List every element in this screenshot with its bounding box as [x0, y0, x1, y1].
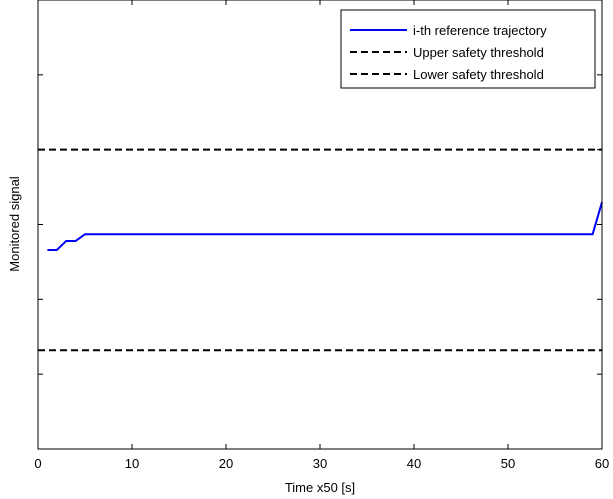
series-line-0: [47, 201, 603, 251]
legend-label-lower: Lower safety threshold: [413, 67, 544, 82]
y-axis-label: Monitored signal: [7, 176, 22, 271]
legend-label-reference: i-th reference trajectory: [413, 23, 547, 38]
series-layer: [38, 148, 603, 352]
x-tick-label: 10: [125, 456, 139, 471]
tick-label-layer: 0 10 20 30 40 50 60: [34, 456, 609, 471]
tick-layer: [37, 0, 603, 449]
x-tick-label: 0: [34, 456, 41, 471]
x-tick-label: 60: [595, 456, 609, 471]
x-tick-label: 20: [219, 456, 233, 471]
x-tick-label: 40: [407, 456, 421, 471]
x-axis-label: Time x50 [s]: [285, 480, 355, 495]
x-tick-label: 30: [313, 456, 327, 471]
legend: i-th reference trajectory Upper safety t…: [340, 9, 596, 89]
legend-label-upper: Upper safety threshold: [413, 45, 544, 60]
x-tick-label: 50: [501, 456, 515, 471]
